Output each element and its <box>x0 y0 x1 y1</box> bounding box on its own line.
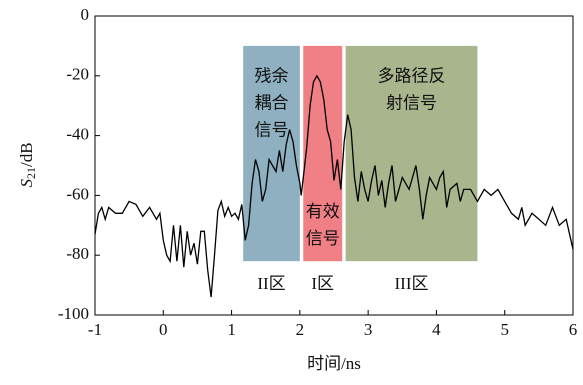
x-tick-label: 5 <box>500 320 509 339</box>
y-label-symbol: S <box>17 179 36 188</box>
region-label: II区 <box>257 274 285 293</box>
y-label-unit: /dB <box>17 142 36 167</box>
y-tick-label: -60 <box>66 184 89 203</box>
x-tick-label: 4 <box>432 320 441 339</box>
x-tick-label: 0 <box>159 320 168 339</box>
region-label: I区 <box>311 274 334 293</box>
x-tick-label: 2 <box>296 320 305 339</box>
x-axis-label: 时间/ns <box>307 354 361 373</box>
y-tick-label: -100 <box>58 304 89 323</box>
region <box>243 45 300 262</box>
y-tick-label: 0 <box>81 5 90 24</box>
y-axis-label: S21/dB <box>17 142 38 187</box>
y-tick-label: -20 <box>66 65 89 84</box>
data-line <box>94 74 574 298</box>
x-tick-label: 1 <box>227 320 236 339</box>
region-text: 信号 <box>306 229 340 248</box>
region <box>303 45 343 262</box>
region <box>345 45 478 262</box>
x-tick-label: 3 <box>364 320 373 339</box>
region-text: 射信号 <box>386 94 437 113</box>
y-label-subscript: 21 <box>24 167 38 179</box>
y-tick-label: -40 <box>66 125 89 144</box>
region-text: 残余 <box>255 67 289 86</box>
region-text: 耦合 <box>255 94 289 113</box>
region-text: 有效 <box>306 202 340 221</box>
region-text: 多路径反 <box>378 67 446 86</box>
plot-frame <box>94 15 574 316</box>
y-tick-label: -80 <box>66 244 89 263</box>
region-label: III区 <box>395 274 429 293</box>
x-tick-label: 6 <box>569 320 578 339</box>
region-text: 信号 <box>255 121 289 140</box>
x-tick-label: -1 <box>88 320 102 339</box>
